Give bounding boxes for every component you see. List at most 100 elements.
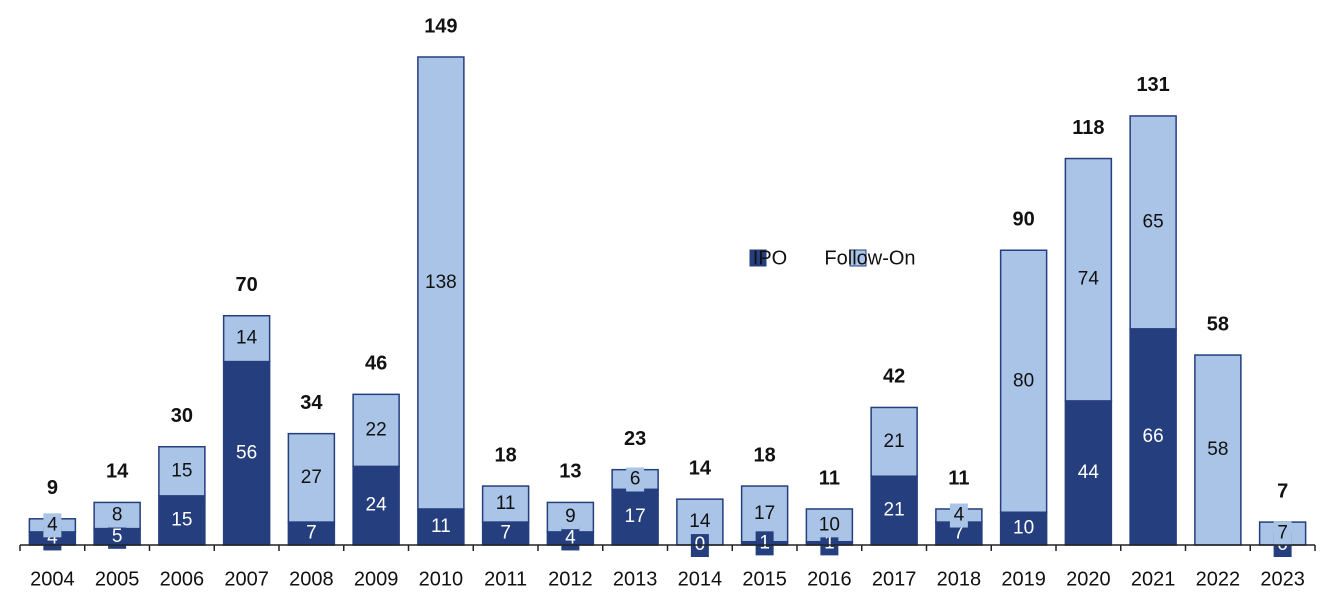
value-label: 14 — [236, 328, 258, 349]
value-label-bg — [880, 429, 908, 454]
value-label: 4 — [954, 505, 965, 526]
value-label-bg — [1074, 267, 1102, 292]
value-label-bg — [168, 459, 196, 484]
legend-swatch — [749, 249, 767, 267]
value-label-bg — [422, 270, 460, 295]
x-tick-label: 2016 — [807, 568, 852, 590]
total-label: 34 — [300, 392, 323, 414]
legend-label: Follow-On — [824, 247, 915, 269]
legend-swatch — [849, 249, 867, 267]
total-label: 90 — [1013, 209, 1035, 231]
x-tick-label: 2017 — [872, 568, 917, 590]
value-label: 44 — [1078, 462, 1100, 483]
total-label: 23 — [624, 428, 646, 450]
x-tick-label: 2009 — [354, 568, 399, 590]
value-label: 5 — [112, 526, 123, 547]
value-label-bg — [686, 510, 714, 535]
value-label-bg — [820, 531, 839, 556]
value-label: 7 — [1277, 523, 1288, 544]
x-tick-label: 2019 — [1001, 568, 1046, 590]
legend-label: IPO — [753, 247, 787, 269]
x-tick-label: 2020 — [1066, 568, 1111, 590]
value-label-bg — [561, 505, 580, 530]
x-tick-label: 2004 — [30, 568, 75, 590]
x-tick-label: 2006 — [160, 568, 205, 590]
value-label: 21 — [884, 431, 905, 452]
value-label: 11 — [431, 516, 451, 537]
x-tick-label: 2021 — [1131, 568, 1176, 590]
x-tick-label: 2022 — [1196, 568, 1241, 590]
value-label-bg — [428, 514, 454, 539]
value-label: 21 — [884, 500, 905, 521]
x-tick-label: 2012 — [548, 568, 593, 590]
value-label: 10 — [819, 514, 840, 535]
value-label-bg — [949, 503, 968, 528]
value-label: 7 — [500, 523, 511, 544]
x-tick-label: 2023 — [1260, 568, 1305, 590]
value-label-bg — [880, 498, 908, 523]
value-label-bg — [949, 521, 968, 546]
value-label-bg — [1139, 424, 1167, 449]
x-tick-label: 2014 — [678, 568, 723, 590]
value-label: 9 — [565, 506, 576, 527]
total-label: 13 — [559, 461, 581, 483]
value-label: 8 — [112, 505, 123, 526]
value-label-bg — [1273, 521, 1292, 546]
value-label-bg — [621, 505, 649, 530]
value-label: 4 — [565, 527, 576, 548]
value-label: 7 — [306, 523, 317, 544]
value-label-bg — [108, 503, 127, 528]
x-tick-label: 2005 — [95, 568, 140, 590]
value-label: 56 — [236, 442, 257, 463]
value-label-bg — [815, 513, 843, 538]
value-label: 74 — [1078, 269, 1100, 290]
bar-segment — [352, 393, 400, 468]
value-label: 10 — [1013, 518, 1034, 539]
value-label: 15 — [171, 460, 192, 481]
total-label: 11 — [819, 467, 840, 489]
value-label-bg — [1204, 438, 1232, 463]
value-label: 11 — [496, 493, 516, 514]
value-label-bg — [751, 501, 779, 526]
total-label: 118 — [1072, 117, 1104, 139]
value-label: 4 — [47, 514, 58, 535]
total-label: 7 — [1277, 480, 1288, 502]
value-label: 138 — [425, 272, 457, 293]
value-label: 4 — [47, 527, 58, 548]
total-label: 131 — [1136, 74, 1169, 96]
total-label: 14 — [689, 457, 712, 479]
value-label: 6 — [630, 469, 641, 490]
value-label-bg — [108, 524, 127, 549]
total-label: 149 — [424, 15, 457, 37]
total-label: 46 — [365, 353, 387, 375]
value-label-bg — [1010, 516, 1038, 541]
value-label: 58 — [1207, 439, 1228, 460]
total-label: 58 — [1207, 313, 1229, 335]
value-label: 17 — [625, 506, 646, 527]
value-label: 80 — [1013, 370, 1034, 391]
value-label: 1 — [824, 532, 835, 553]
value-label-bg — [1010, 369, 1038, 394]
value-label-bg — [1139, 210, 1167, 235]
value-label: 1 — [759, 532, 770, 553]
x-tick-label: 2010 — [419, 568, 464, 590]
value-label: 14 — [689, 511, 711, 532]
value-label-bg — [233, 326, 261, 351]
total-label: 9 — [47, 477, 58, 499]
value-label: 15 — [171, 509, 192, 530]
x-tick-label: 2011 — [484, 568, 527, 590]
value-label-bg — [233, 441, 261, 466]
value-label-bg — [43, 513, 62, 538]
value-label-bg — [302, 521, 321, 546]
x-tick-label: 2013 — [613, 568, 658, 590]
x-tick-label: 2015 — [742, 568, 787, 590]
value-label: 24 — [366, 495, 388, 516]
value-label-bg — [496, 521, 515, 546]
total-label: 18 — [495, 444, 517, 466]
total-label: 42 — [883, 366, 905, 388]
total-label: 11 — [948, 467, 969, 489]
value-label-bg — [297, 465, 325, 490]
total-label: 30 — [171, 405, 193, 427]
